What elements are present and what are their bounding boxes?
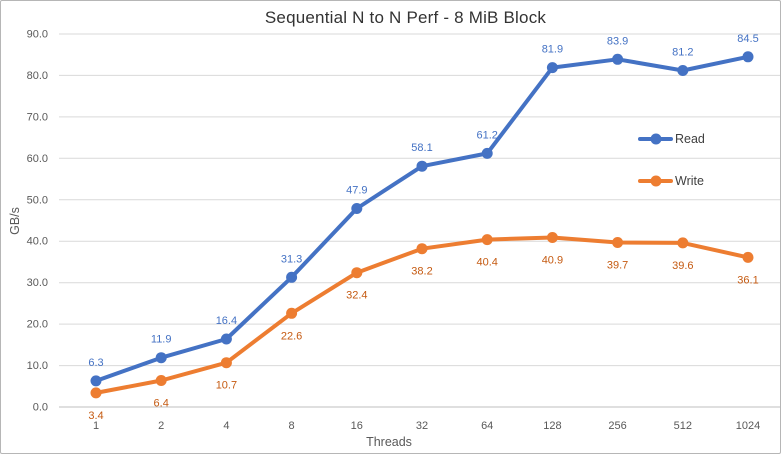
series-read-marker: [416, 160, 428, 172]
data-label-write: 38.2: [411, 266, 432, 278]
data-label-write: 22.6: [281, 330, 302, 342]
data-label-read: 6.3: [88, 357, 103, 369]
data-label-write: 40.9: [542, 255, 563, 267]
x-tick-label: 16: [351, 420, 363, 432]
y-tick-label: 70.0: [27, 111, 48, 123]
x-tick-label: 128: [543, 420, 561, 432]
legend-item-read: Read: [638, 132, 705, 146]
series-write-marker: [677, 237, 689, 249]
chart-title: Sequential N to N Perf - 8 MiB Block: [264, 8, 547, 27]
y-tick-label: 90.0: [27, 29, 48, 41]
series-read-marker: [677, 65, 689, 76]
series-read-marker: [286, 271, 298, 283]
x-tick-label: 2: [158, 420, 164, 432]
read-series-marker-icon: [650, 133, 661, 145]
series-write-marker: [286, 307, 298, 319]
data-label-write: 3.4: [88, 410, 103, 422]
data-label-read: 47.9: [346, 185, 367, 197]
series-write-marker: [612, 237, 624, 248]
data-label-read: 11.9: [151, 334, 172, 346]
series-write-marker: [90, 387, 102, 399]
series-write-marker: [481, 234, 493, 246]
series-read-marker: [220, 333, 232, 345]
series-read-marker: [155, 352, 167, 364]
series-write-marker: [155, 375, 167, 386]
data-label-read: 16.4: [216, 315, 237, 327]
data-label-read: 61.2: [476, 129, 497, 141]
x-tick-label: 4: [223, 420, 229, 432]
legend-item-write: Write: [638, 174, 704, 188]
data-label-read: 31.3: [281, 253, 302, 265]
data-label-read: 81.9: [542, 44, 563, 56]
legend-label-read: Read: [675, 132, 705, 146]
series-write-marker: [220, 357, 232, 369]
data-label-write: 39.7: [607, 260, 628, 272]
legend-label-write: Write: [675, 174, 704, 188]
y-tick-label: 80.0: [27, 70, 48, 82]
data-label-read: 83.9: [607, 35, 628, 47]
data-label-read: 81.2: [672, 47, 693, 59]
y-tick-label: 20.0: [27, 319, 48, 331]
series-write-marker: [546, 232, 558, 243]
series-read-line: [94, 54, 750, 383]
write-series-marker-icon: [650, 175, 661, 187]
write-series-swatch-icon: [638, 175, 673, 187]
x-tick-label: 32: [416, 420, 428, 432]
x-tick-label: 256: [608, 420, 626, 432]
data-label-write: 39.6: [672, 260, 693, 272]
x-tick-label: 64: [481, 420, 493, 432]
series-read-marker: [742, 51, 754, 63]
series-read-marker: [546, 62, 558, 74]
series-read-marker: [90, 375, 102, 387]
x-tick-label: 512: [674, 420, 692, 432]
data-label-write: 36.1: [737, 274, 758, 286]
data-label-read: 58.1: [411, 142, 432, 154]
y-tick-label: 60.0: [27, 153, 48, 165]
series-write-marker: [351, 267, 363, 279]
x-tick-label: 1: [93, 420, 99, 432]
y-tick-label: 0.0: [33, 402, 48, 414]
x-axis-title: Threads: [366, 435, 412, 449]
series-read-marker: [351, 203, 363, 214]
series-write-line: [94, 235, 750, 395]
y-tick-label: 30.0: [27, 277, 48, 289]
data-label-read: 84.5: [737, 33, 758, 45]
y-tick-label: 50.0: [27, 194, 48, 206]
x-tick-label: 8: [289, 420, 295, 432]
series-write-marker: [742, 251, 754, 263]
y-tick-label: 10.0: [27, 360, 48, 372]
series-write-marker: [416, 243, 428, 255]
y-axis-title: GB/s: [8, 207, 22, 235]
x-tick-label: 1024: [736, 420, 760, 432]
y-tick-label: 40.0: [27, 236, 48, 248]
data-label-write: 32.4: [346, 290, 367, 302]
data-label-write: 6.4: [154, 398, 169, 410]
read-series-swatch-icon: [638, 133, 673, 145]
data-label-write: 10.7: [216, 380, 237, 392]
series-read-marker: [612, 53, 624, 65]
data-label-write: 40.4: [476, 257, 497, 269]
series-read-marker: [481, 147, 493, 159]
